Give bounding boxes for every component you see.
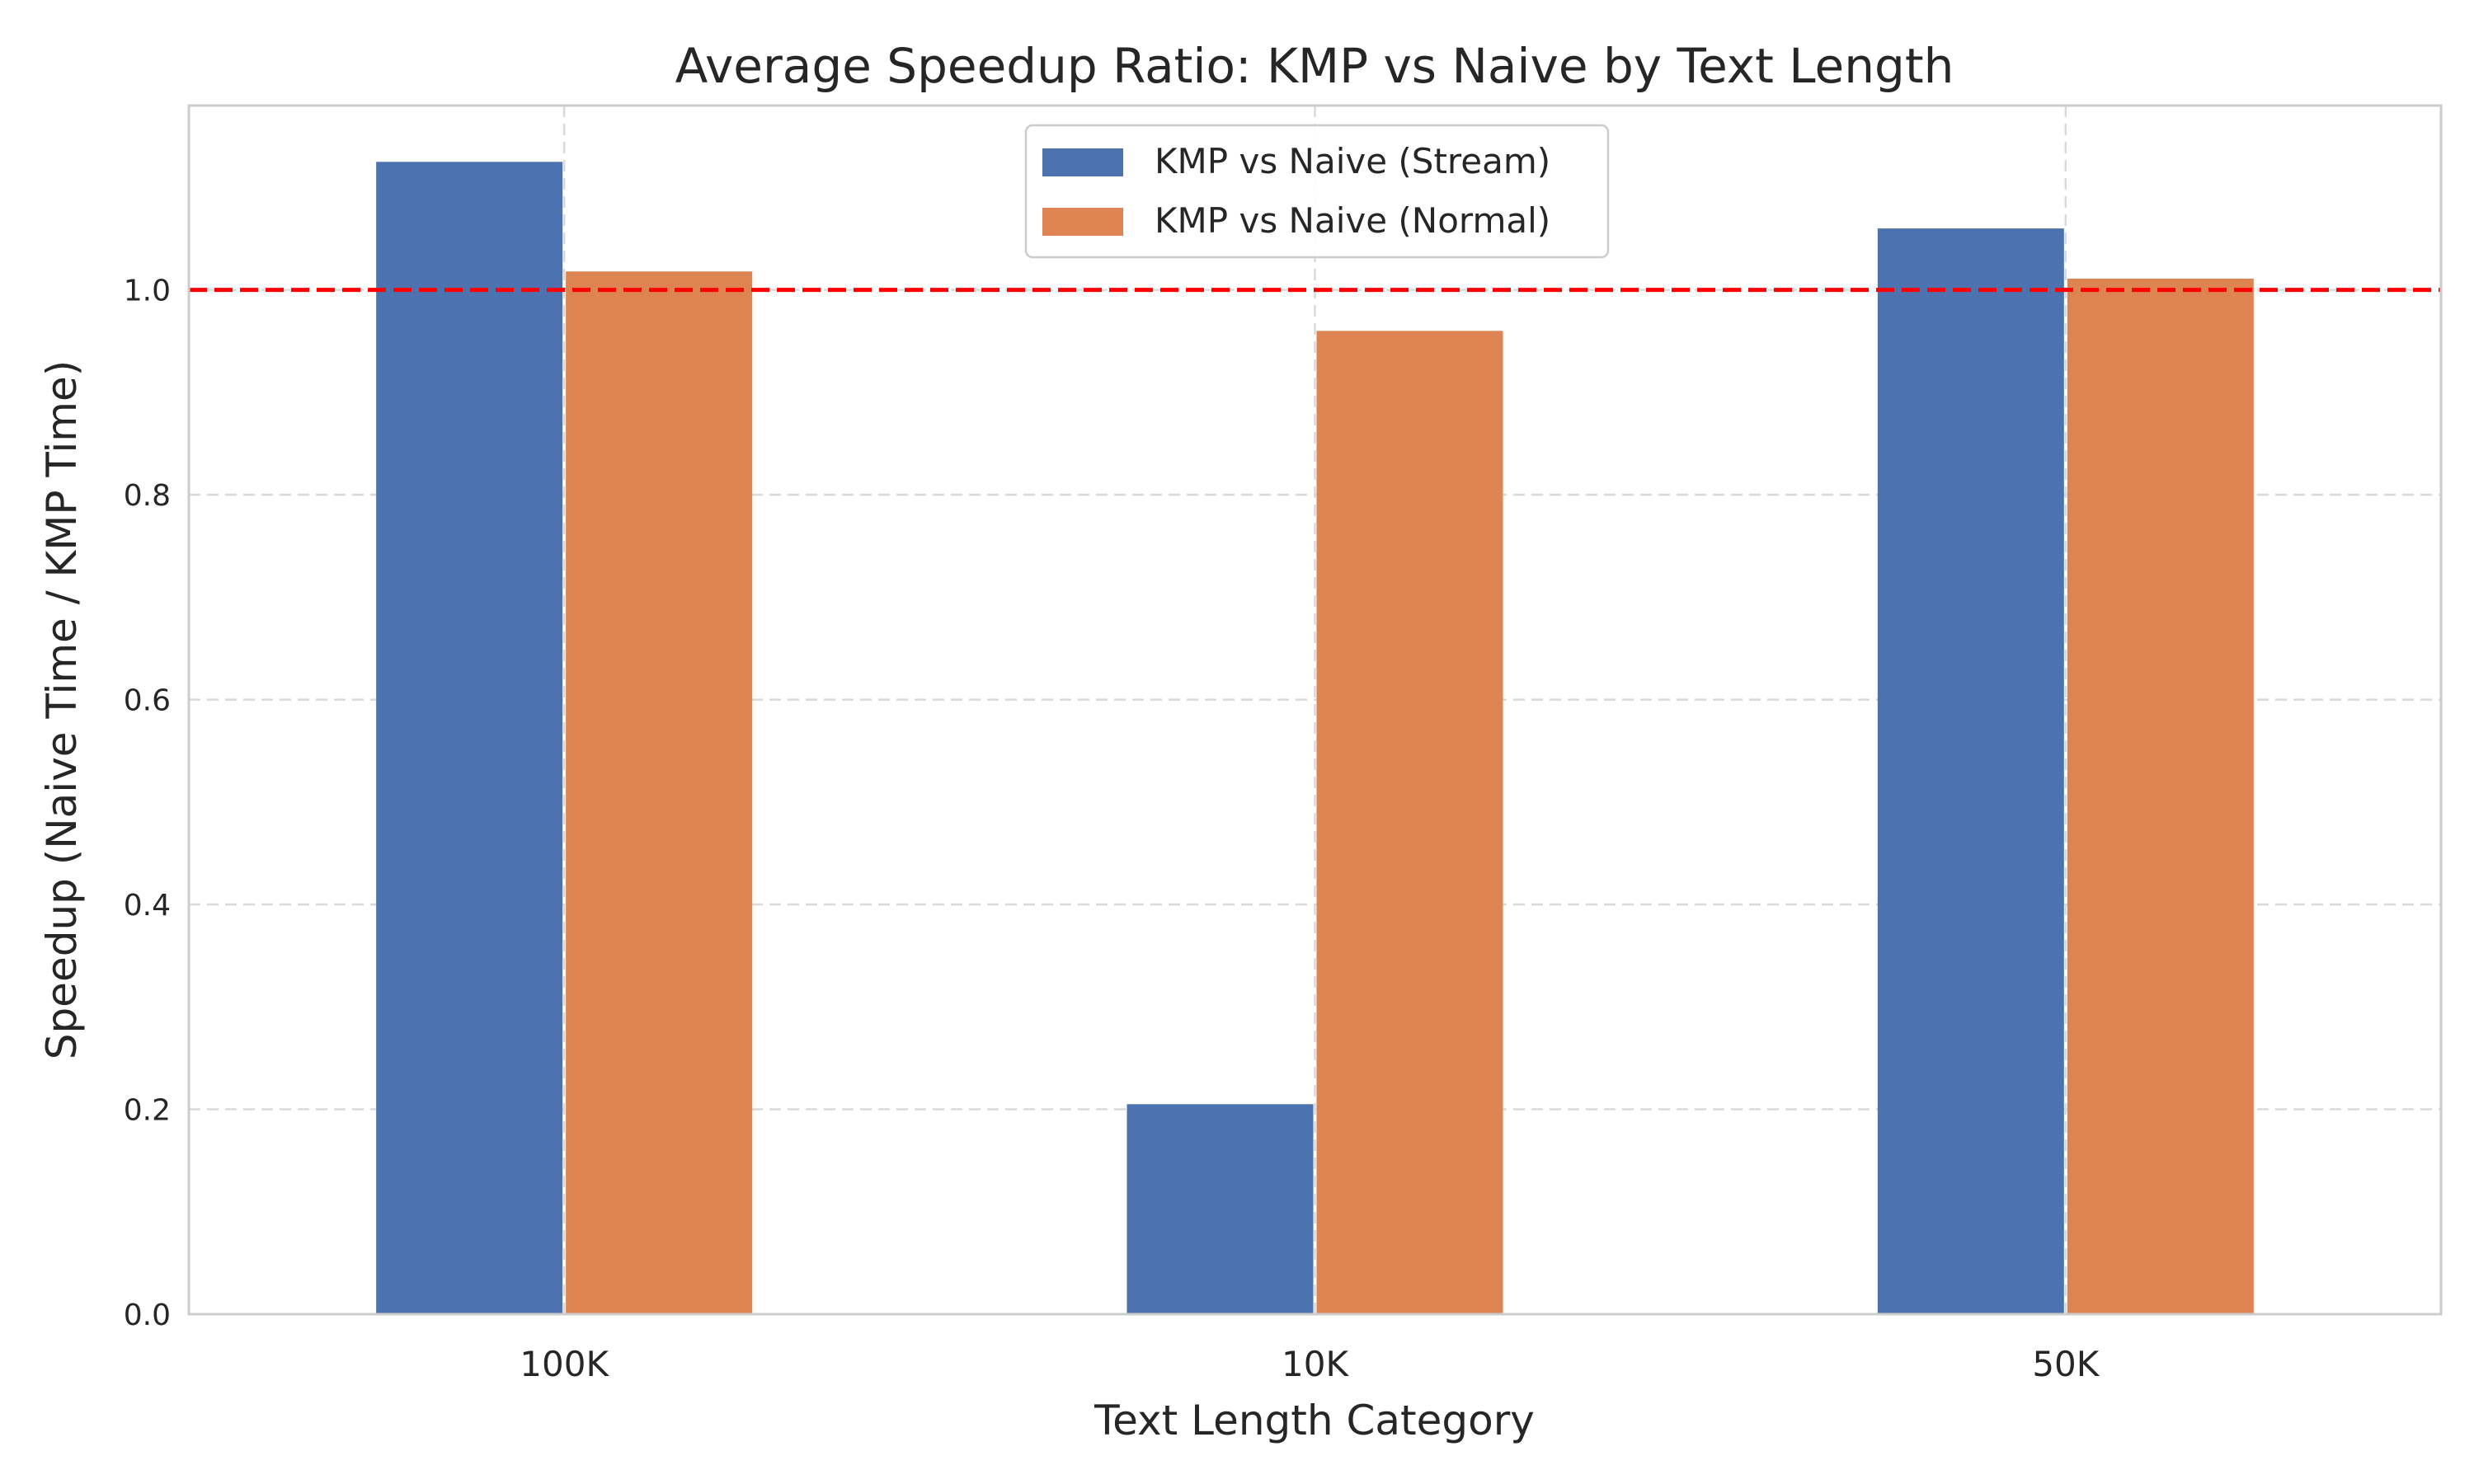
x-tick-label: 100K xyxy=(520,1344,609,1384)
bars xyxy=(376,162,2254,1315)
bar-50K-stream xyxy=(1877,228,2064,1315)
y-tick-label: 0.4 xyxy=(124,889,171,923)
x-axis-ticks: 100K 10K 50K xyxy=(520,1344,2100,1384)
x-tick-label: 50K xyxy=(2032,1344,2100,1384)
legend: KMP vs Naive (Stream) KMP vs Naive (Norma… xyxy=(1024,124,1610,259)
x-tick-label: 10K xyxy=(1282,1344,1349,1384)
legend-label-stream: KMP vs Naive (Stream) xyxy=(1155,141,1550,181)
bar-100K-stream xyxy=(376,162,563,1314)
chart-title: Average Speedup Ratio: KMP vs Naive by T… xyxy=(675,38,1954,94)
bar-100K-normal xyxy=(566,271,753,1314)
y-axis-ticks: 0.0 0.2 0.4 0.6 0.8 1.0 xyxy=(124,275,171,1332)
y-tick-label: 0.6 xyxy=(124,684,171,718)
plot-area-frame xyxy=(187,104,2443,1316)
bar-10K-normal xyxy=(1316,331,1503,1314)
x-axis-label: Text Length Category xyxy=(1094,1397,1535,1444)
y-axis-label: Speedup (Naive Time / KMP Time) xyxy=(38,360,86,1060)
y-tick-label: 0.2 xyxy=(124,1094,171,1128)
bar-10K-stream xyxy=(1126,1104,1314,1314)
y-tick-label: 0.8 xyxy=(124,479,171,513)
y-tick-label: 1.0 xyxy=(124,275,171,308)
bar-50K-normal xyxy=(2067,278,2254,1314)
legend-swatch-stream xyxy=(1042,148,1123,176)
legend-swatch-normal xyxy=(1042,208,1123,236)
y-tick-label: 0.0 xyxy=(124,1298,171,1332)
legend-label-normal: KMP vs Naive (Normal) xyxy=(1155,200,1550,241)
legend-box xyxy=(1024,124,1610,259)
